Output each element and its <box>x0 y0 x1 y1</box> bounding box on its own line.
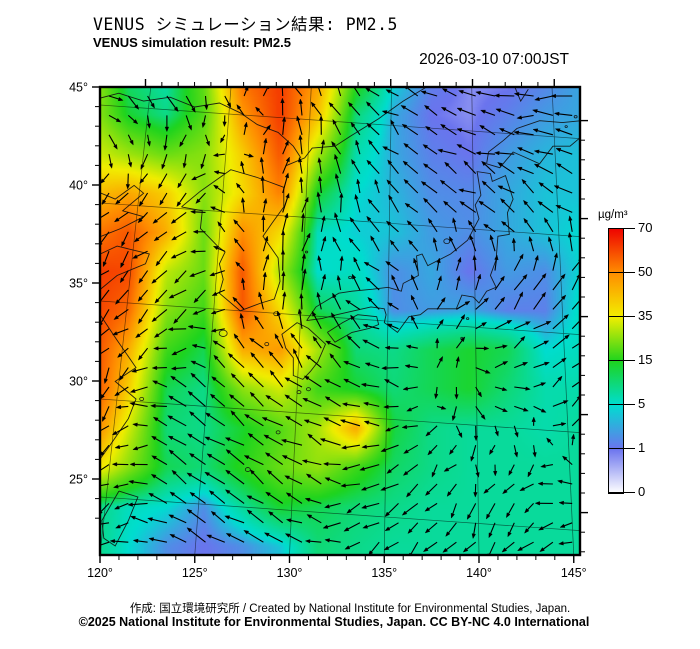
colorbar-tick-mark <box>608 271 635 273</box>
colorbar-tick-mark <box>608 359 635 361</box>
colorbar-tick-mark <box>608 491 635 493</box>
x-axis-tick-label: 130° <box>277 566 303 580</box>
colorbar-tick-label: 1 <box>638 440 646 456</box>
colorbar-tick-label: 70 <box>638 220 653 236</box>
colorbar-tick-mark <box>608 227 635 229</box>
colorbar-tick-mark <box>608 403 635 405</box>
y-axis-tick-label: 45° <box>69 81 88 95</box>
license-text: ©2025 National Institute for Environment… <box>78 615 590 629</box>
colorbar-tick-mark <box>608 447 635 449</box>
colorbar-tick-label: 5 <box>638 396 646 412</box>
credit-text: 作成: 国立環境研究所 / Created by National Instit… <box>129 603 571 615</box>
page-title-english: VENUS simulation result: PM2.5 <box>93 35 291 50</box>
x-axis-tick-label: 120° <box>87 566 113 580</box>
y-axis-tick-label: 40° <box>69 179 88 193</box>
x-axis-tick-label: 140° <box>466 566 492 580</box>
y-axis-tick-label: 30° <box>69 375 88 389</box>
colorbar-tick-label: 15 <box>638 352 653 368</box>
x-axis-tick-label: 145° <box>561 566 587 580</box>
colorbar-unit-label: µg/m³ <box>598 209 628 221</box>
x-axis-tick-label: 135° <box>371 566 397 580</box>
page-title-japanese: VENUS シミュレーション結果: PM2.5 <box>93 15 398 34</box>
y-axis-tick-label: 35° <box>69 277 88 291</box>
colorbar-gradient <box>608 228 624 494</box>
colorbar-tick-label: 35 <box>638 308 653 324</box>
forecast-timestamp: 2026-03-10 07:00JST <box>419 51 569 68</box>
colorbar-tick-label: 50 <box>638 264 653 280</box>
y-axis-tick-label: 25° <box>69 473 88 487</box>
x-axis-tick-label: 125° <box>182 566 208 580</box>
pm25-concentration-heatmap <box>100 87 580 555</box>
colorbar-tick-mark <box>608 315 635 317</box>
colorbar-tick-label: 0 <box>638 484 646 500</box>
